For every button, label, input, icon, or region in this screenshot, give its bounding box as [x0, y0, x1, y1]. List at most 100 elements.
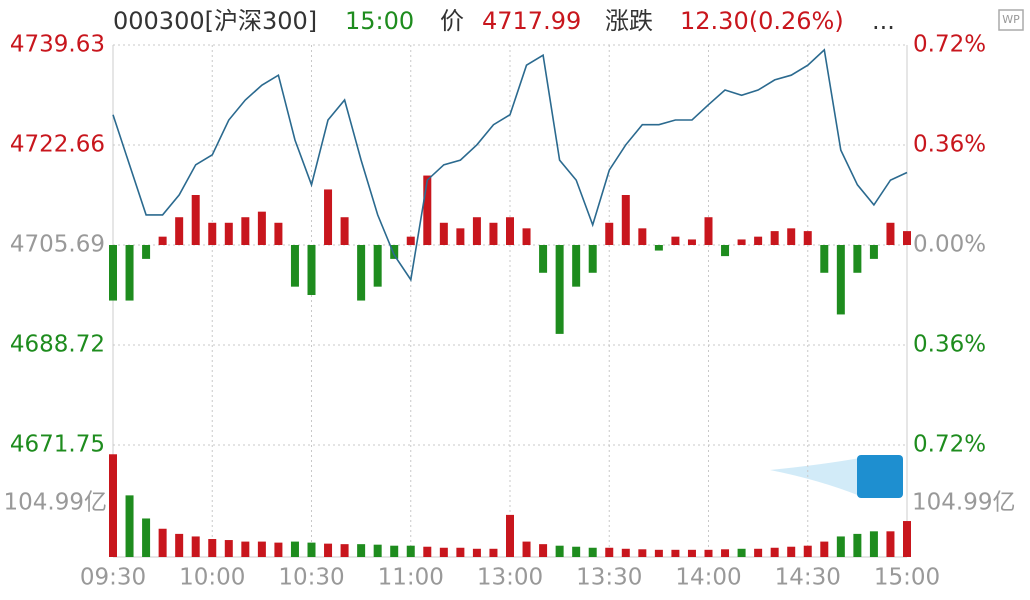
volume-bar — [787, 546, 796, 557]
breadth-bar — [588, 245, 597, 273]
y2-tick-label: 0.36% — [913, 132, 986, 158]
volume-bar — [340, 544, 349, 557]
breadth-bar — [671, 236, 680, 245]
breadth-bar — [290, 245, 299, 287]
y-tick-label: 4722.66 — [10, 132, 105, 158]
breadth-bar — [307, 245, 316, 295]
breadth-bar — [539, 245, 548, 273]
breadth-bar — [803, 231, 812, 245]
breadth-bar — [820, 245, 829, 273]
x-tick-label: 15:00 — [874, 565, 940, 591]
breadth-bar — [274, 222, 283, 245]
price-line — [112, 48, 908, 282]
volume-bar — [853, 533, 862, 557]
breadth-bar — [770, 231, 779, 245]
volume-bar — [489, 548, 498, 557]
y2-tick-label: 0.00% — [913, 232, 986, 258]
breadth-bar — [324, 189, 333, 245]
volume-bar — [373, 544, 382, 557]
breadth-bar — [357, 245, 366, 301]
header-text: ... — [872, 7, 895, 35]
y2-tick-label: 0.72% — [913, 32, 986, 58]
svg-text:WP: WP — [1002, 13, 1020, 26]
breadth-bar — [506, 217, 514, 245]
volume-bar — [224, 540, 233, 557]
breadth-bar — [903, 231, 911, 245]
volume-bar — [869, 531, 878, 557]
breadth-bar — [869, 245, 878, 259]
volume-bar — [721, 549, 730, 557]
breadth-bar — [638, 228, 647, 245]
volume-bar — [472, 548, 481, 557]
volume-bar — [324, 543, 333, 557]
breadth-bar — [439, 222, 448, 245]
breadth-bar — [109, 245, 117, 301]
breadth-bar — [886, 222, 895, 245]
breadth-bar — [853, 245, 862, 273]
volume-bar — [406, 545, 415, 557]
volume-bar — [555, 545, 564, 557]
volume-bar — [836, 536, 845, 557]
header-text: 涨跌 — [605, 7, 653, 35]
y-tick-label: 4688.72 — [10, 332, 105, 358]
breadth-bar — [472, 217, 481, 245]
y-tick-label: 4671.75 — [10, 432, 105, 458]
volume-bar — [456, 547, 465, 557]
breadth-bar — [605, 222, 614, 245]
breadth-bar — [836, 245, 845, 315]
breadth-bar — [175, 217, 184, 245]
breadth-bar — [340, 217, 349, 245]
header-text: 000300[沪深300] — [113, 7, 317, 35]
x-tick-label: 10:30 — [278, 565, 344, 591]
y-tick-label: 4705.69 — [10, 232, 105, 258]
header-text: 12.30(0.26%) — [680, 7, 844, 35]
volume-tick-label: 104.99亿 — [912, 490, 1015, 516]
y-tick-label: 4739.63 — [10, 32, 105, 58]
x-tick-label: 13:30 — [576, 565, 642, 591]
volume-bar — [803, 545, 812, 557]
y2-tick-label: 0.72% — [913, 432, 986, 458]
header-text: 4717.99 — [482, 7, 581, 35]
breadth-bar — [721, 245, 730, 257]
volume-bar — [572, 546, 581, 557]
volume-bar — [687, 549, 696, 557]
breadth-bar — [456, 228, 465, 245]
volume-bar — [175, 533, 184, 557]
header-text: 15:00 — [345, 7, 414, 35]
breadth-bar — [241, 217, 250, 245]
volume-bar — [820, 541, 829, 557]
breadth-bar — [158, 236, 167, 245]
breadth-bar — [406, 236, 415, 245]
volume-bar — [654, 549, 663, 557]
breadth-bar — [522, 228, 531, 245]
volume-bar — [704, 549, 713, 557]
volume-bar — [125, 495, 134, 557]
breadth-bar — [737, 239, 746, 245]
x-tick-label: 13:00 — [477, 565, 543, 591]
volume-bar — [439, 547, 448, 557]
breadth-bar — [555, 245, 564, 334]
volume-bar — [886, 531, 895, 557]
volume-bar — [390, 545, 399, 557]
volume-bar — [142, 518, 151, 557]
breadth-bar — [572, 245, 581, 287]
logo-decoration — [770, 455, 903, 498]
volume-bar — [903, 521, 911, 557]
breadth-bar — [787, 228, 796, 245]
breadth-bar — [654, 245, 663, 251]
breadth-bar — [754, 236, 763, 245]
volume-bar — [109, 454, 117, 557]
x-tick-label: 14:00 — [675, 565, 741, 591]
volume-bar — [539, 544, 548, 557]
x-tick-label: 10:00 — [179, 565, 245, 591]
volume-bar — [638, 549, 647, 557]
volume-bar — [605, 547, 614, 557]
volume-bar — [588, 547, 597, 557]
breadth-bar — [423, 175, 432, 245]
volume-bar — [671, 549, 680, 557]
breadth-bar — [208, 222, 217, 245]
volume-bar — [357, 544, 366, 557]
x-tick-label: 14:30 — [775, 565, 841, 591]
breadth-bar — [191, 195, 200, 245]
